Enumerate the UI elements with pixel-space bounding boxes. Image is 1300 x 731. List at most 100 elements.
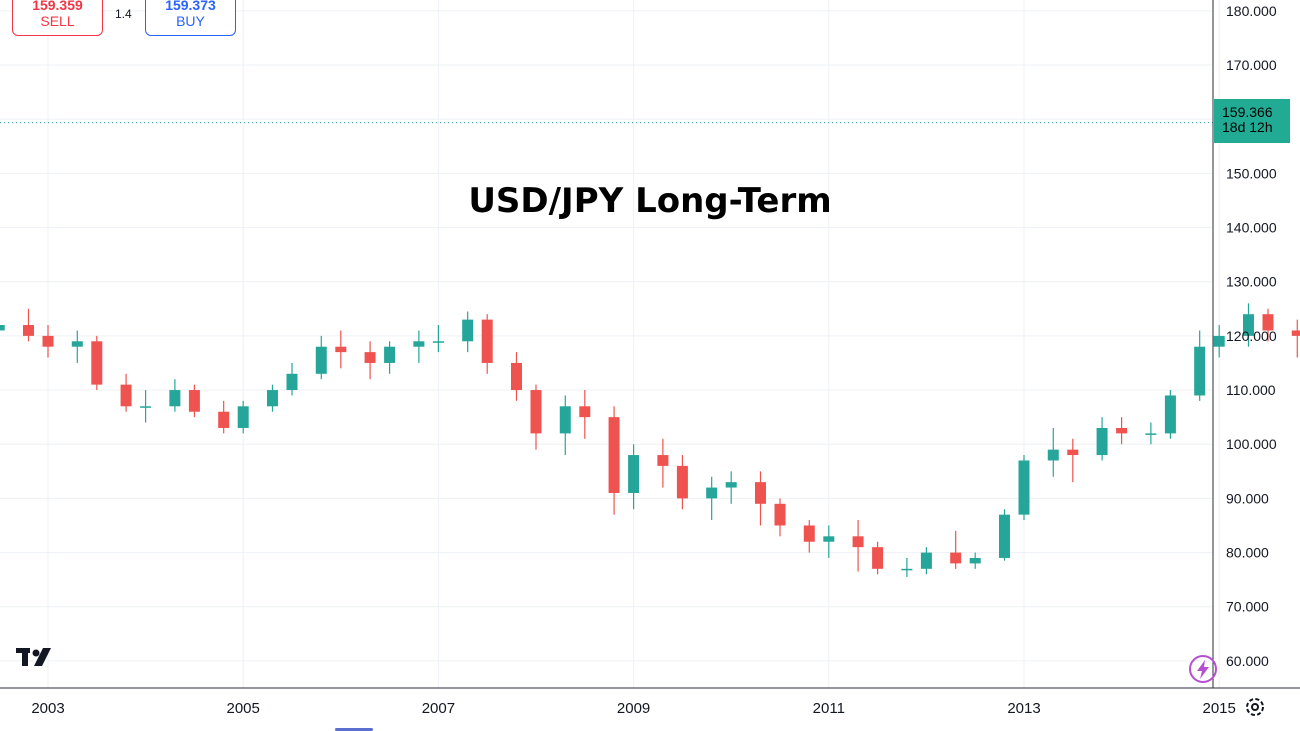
time-tick-label: 2003 [31, 700, 64, 717]
candle-up [1018, 455, 1030, 521]
candle-body [510, 362, 522, 391]
candle-down [608, 406, 620, 515]
candle-body [1213, 335, 1225, 347]
chart-grid [0, 0, 1220, 688]
candle-up [0, 325, 5, 331]
candle-down [364, 341, 376, 380]
candle-down [510, 352, 522, 401]
price-tick-label: 80.000 [1226, 545, 1269, 561]
buy-price: 159.373 [165, 0, 216, 13]
candle-down [188, 384, 200, 418]
candle-body [1145, 433, 1157, 435]
candle-body [462, 319, 474, 342]
candle-down [335, 330, 347, 369]
candle-body [1047, 449, 1059, 461]
price-tick-label: 140.000 [1226, 220, 1277, 236]
candle-up [266, 384, 278, 412]
candle-body [169, 390, 181, 407]
candle-up [1242, 303, 1254, 347]
candle-up [901, 557, 913, 577]
candle-up [1164, 390, 1176, 439]
candle-body [1291, 330, 1300, 336]
price-tick-label: 90.000 [1226, 490, 1269, 506]
time-scroll-marker[interactable] [335, 728, 373, 731]
time-tick-label: 2015 [1203, 700, 1236, 717]
candle-body [998, 514, 1010, 558]
candle-body [1096, 427, 1108, 456]
candle-body [286, 373, 298, 391]
candle-up [140, 390, 152, 423]
time-tick-label: 2013 [1007, 700, 1040, 717]
candle-body [335, 346, 347, 353]
candle-down [481, 314, 493, 374]
candle-up [920, 547, 932, 575]
bar-countdown: 18d 12h [1222, 119, 1273, 135]
candle-body [530, 390, 542, 434]
time-tick-label: 2011 [813, 700, 845, 717]
time-axis[interactable]: 2003200520072009201120132015201720192021… [31, 700, 1300, 717]
candle-down [22, 308, 34, 342]
candle-up [71, 330, 83, 363]
candle-body [140, 406, 152, 408]
price-tick-label: 70.000 [1226, 599, 1269, 615]
candle-body [1116, 427, 1128, 434]
candle-body [774, 503, 786, 526]
candle-up [998, 509, 1010, 561]
candle-body [725, 482, 737, 488]
candle-body [120, 384, 132, 407]
buy-label: BUY [176, 13, 205, 29]
candle-body [481, 319, 493, 363]
price-tick-label: 110.000 [1226, 382, 1276, 398]
candle-down [657, 438, 669, 488]
candle-body [950, 552, 962, 564]
buy-button[interactable]: 159.373 BUY [145, 0, 236, 36]
candle-body [706, 487, 718, 499]
candle-up [286, 362, 298, 396]
price-tick-label: 130.000 [1226, 274, 1277, 290]
candlestick-series [0, 303, 1300, 577]
candle-body [0, 325, 5, 331]
chart-title: USD/JPY Long-Term [468, 181, 831, 221]
candle-body [901, 568, 913, 571]
candle-body [803, 525, 815, 542]
candle-body [823, 536, 835, 542]
tradingview-logo-icon[interactable] [16, 646, 58, 668]
candle-body [1164, 395, 1176, 434]
settings-gear-icon[interactable] [1243, 695, 1267, 719]
candle-down [1116, 417, 1128, 445]
candle-body [237, 406, 249, 428]
candle-down [91, 335, 103, 391]
candle-body [628, 455, 640, 493]
candle-up [559, 395, 571, 456]
candle-down [676, 455, 688, 510]
candle-up [1194, 330, 1206, 401]
candle-body [42, 335, 54, 347]
price-tick-label: 180.000 [1226, 3, 1277, 19]
candle-down [754, 471, 766, 526]
candle-body [754, 482, 766, 504]
spread-value: 1.4 [115, 7, 132, 21]
candle-down [1262, 308, 1274, 342]
price-tick-label: 150.000 [1226, 165, 1277, 181]
price-tick-label: 60.000 [1226, 653, 1269, 669]
candle-up [462, 311, 474, 353]
candle-up [1096, 417, 1108, 461]
bolt-icon[interactable] [1188, 654, 1218, 684]
candle-up [1213, 325, 1225, 358]
candle-body [920, 552, 932, 569]
candle-body [266, 390, 278, 407]
price-tick-label: 120.000 [1226, 328, 1277, 344]
candle-body [71, 341, 83, 347]
sell-button[interactable]: 159.359 SELL [12, 0, 103, 36]
candle-body [579, 406, 591, 418]
candle-body [432, 341, 444, 343]
candle-up [169, 379, 181, 412]
candle-body [1194, 346, 1206, 396]
candle-down [872, 541, 884, 575]
candle-down [1291, 319, 1300, 358]
candle-down [1067, 438, 1079, 483]
candle-body [22, 325, 34, 336]
candle-body [872, 547, 884, 569]
candle-down [530, 384, 542, 450]
